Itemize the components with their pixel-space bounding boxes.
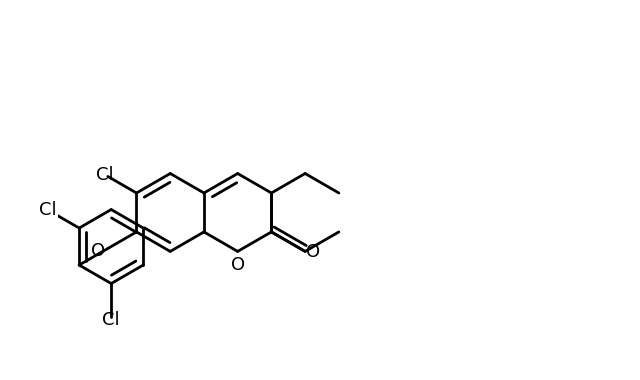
Text: Cl: Cl (97, 166, 114, 184)
Text: O: O (230, 256, 244, 274)
Text: Cl: Cl (39, 201, 57, 219)
Text: Cl: Cl (102, 310, 120, 329)
Text: O: O (307, 243, 321, 261)
Text: O: O (91, 242, 105, 260)
